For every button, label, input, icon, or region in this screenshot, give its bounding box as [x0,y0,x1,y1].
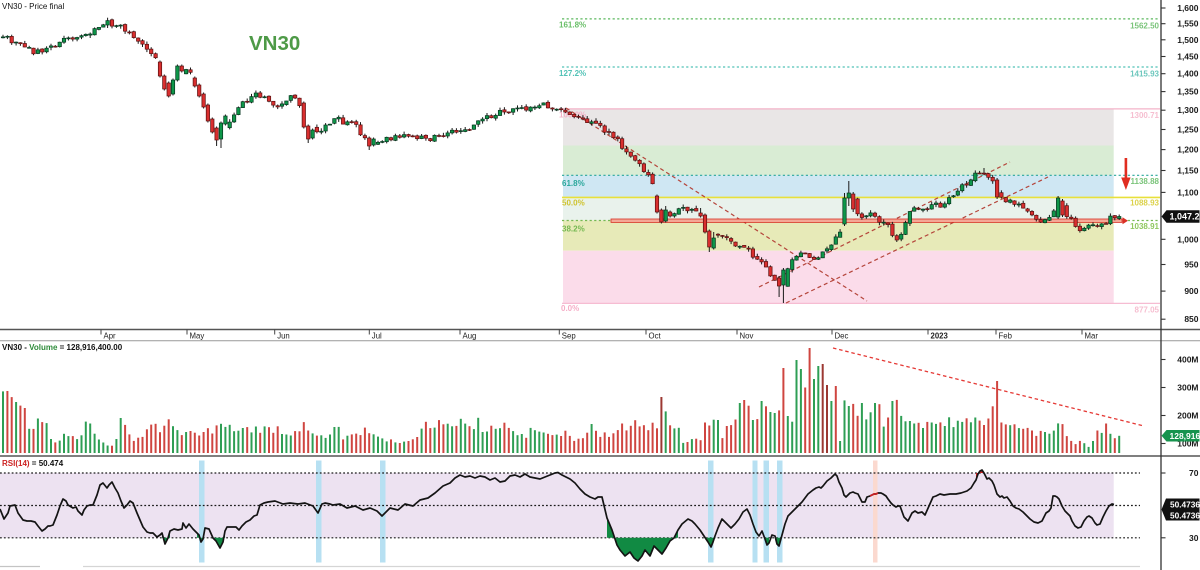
svg-text:1,100: 1,100 [1177,187,1199,197]
svg-text:1088.93: 1088.93 [1130,199,1159,208]
svg-text:1415.93: 1415.93 [1130,70,1159,79]
svg-text:Dec: Dec [835,332,849,341]
svg-text:1,150: 1,150 [1177,166,1199,176]
svg-text:RSI(14) = 50.474: RSI(14) = 50.474 [2,459,64,468]
svg-text:400M: 400M [1177,355,1198,365]
svg-text:1,200: 1,200 [1177,145,1199,155]
svg-text:38.2%: 38.2% [562,225,585,234]
svg-text:30: 30 [1189,533,1199,543]
svg-text:850: 850 [1184,314,1198,324]
svg-text:VN30: VN30 [249,32,300,55]
svg-text:1,450: 1,450 [1177,51,1199,61]
svg-text:1,600: 1,600 [1177,3,1199,13]
svg-text:Apr: Apr [104,332,117,341]
svg-text:Oct: Oct [649,332,662,341]
svg-text:1300.71: 1300.71 [1130,111,1159,120]
svg-text:127.2%: 127.2% [559,69,586,78]
svg-text:950: 950 [1184,260,1198,270]
svg-text:50.4736: 50.4736 [1170,499,1200,509]
svg-text:Nov: Nov [740,332,754,341]
svg-text:1,000: 1,000 [1177,234,1199,244]
svg-text:1038.91: 1038.91 [1130,222,1159,231]
svg-text:0.0%: 0.0% [561,304,579,313]
svg-text:161.8%: 161.8% [559,21,586,30]
svg-text:1,350: 1,350 [1177,87,1199,97]
svg-text:900: 900 [1184,286,1198,296]
svg-text:1,400: 1,400 [1177,69,1199,79]
svg-text:1,250: 1,250 [1177,124,1199,134]
svg-text:Feb: Feb [999,332,1013,341]
svg-text:61.8%: 61.8% [562,179,585,188]
svg-text:Mar: Mar [1085,332,1099,341]
svg-text:1,300: 1,300 [1177,105,1199,115]
svg-text:Aug: Aug [463,332,477,341]
svg-text:877.05: 877.05 [1135,306,1160,315]
svg-text:1562.50: 1562.50 [1130,22,1159,31]
svg-text:VN30 - Volume = 128,916,400.00: VN30 - Volume = 128,916,400.00 [2,343,123,352]
svg-text:1,500: 1,500 [1177,35,1199,45]
svg-text:Jul: Jul [372,332,382,341]
svg-text:50.0%: 50.0% [562,199,585,208]
svg-text:70: 70 [1189,468,1199,478]
svg-text:May: May [190,332,205,341]
svg-text:1,047.2: 1,047.2 [1170,212,1200,222]
svg-text:Sep: Sep [562,332,577,341]
svg-text:100M: 100M [1177,439,1198,449]
svg-text:1138.88: 1138.88 [1131,177,1160,186]
svg-text:Jun: Jun [277,332,290,341]
svg-text:VN30 - Price final: VN30 - Price final [2,2,64,11]
svg-text:1,550: 1,550 [1177,19,1199,29]
svg-text:2023: 2023 [931,332,949,341]
svg-text:128,916,4: 128,916,4 [1170,431,1200,441]
svg-text:300M: 300M [1177,383,1198,393]
svg-text:50.4736: 50.4736 [1170,510,1200,520]
svg-text:200M: 200M [1177,411,1198,421]
